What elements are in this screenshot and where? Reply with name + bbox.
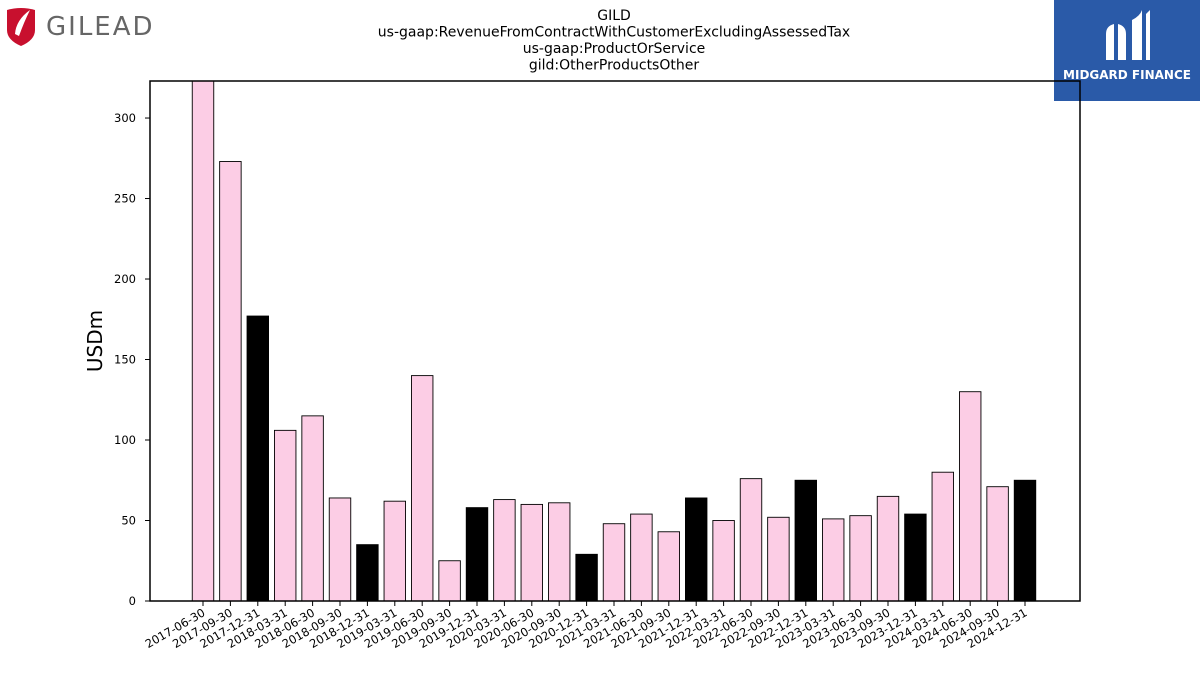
bar <box>767 516 790 602</box>
bar <box>493 499 516 602</box>
bar <box>301 415 324 602</box>
midgard-emblem-icon <box>1106 10 1150 60</box>
bar <box>959 391 982 602</box>
bar <box>685 497 708 602</box>
bar <box>712 520 735 602</box>
bar <box>904 513 927 602</box>
bar <box>657 531 680 602</box>
y-tick-label: 250 <box>114 192 136 206</box>
bar <box>520 503 543 602</box>
bar <box>246 315 270 602</box>
bar <box>739 478 763 602</box>
bar <box>328 497 352 602</box>
chart-title-line: us-gaap:RevenueFromContractWithCustomerE… <box>378 25 850 41</box>
bar <box>356 544 379 602</box>
bar <box>849 515 872 602</box>
gilead-leaf-icon <box>15 10 30 36</box>
bar <box>575 553 598 602</box>
plot-frame <box>149 80 1081 602</box>
bar <box>602 523 626 602</box>
bar <box>822 518 845 602</box>
bar <box>986 486 1009 602</box>
bar <box>630 513 653 602</box>
midgard-finance-logo: MIDGARD FINANCE <box>1054 0 1200 101</box>
bar <box>465 507 489 602</box>
chart-title-line: us-gaap:ProductOrService <box>523 41 706 57</box>
y-axis-label: USDm <box>83 310 107 372</box>
bars <box>191 80 1037 602</box>
bar <box>1013 479 1037 602</box>
midgard-wordmark: MIDGARD FINANCE <box>1063 68 1191 82</box>
bar <box>438 560 461 602</box>
x-axis: 2017-06-302017-09-302017-12-312018-03-31… <box>143 601 1030 651</box>
bar <box>931 471 954 602</box>
y-tick-label: 150 <box>114 353 136 367</box>
y-axis: 0 50 100 150 200 250 300 <box>114 111 150 608</box>
bar <box>548 502 571 602</box>
y-tick-label: 100 <box>114 433 136 447</box>
bar <box>274 429 297 602</box>
bar <box>191 80 215 602</box>
y-tick-label: 300 <box>114 111 136 125</box>
y-tick-label: 50 <box>121 514 136 528</box>
gilead-wordmark: GILEAD <box>46 12 155 42</box>
bar <box>794 479 817 602</box>
chart-title-line: gild:OtherProductsOther <box>529 58 699 74</box>
gilead-logo: GILEAD <box>4 4 164 48</box>
chart-title-line: GILD <box>597 8 631 24</box>
y-tick-label: 0 <box>129 594 136 608</box>
bar <box>383 500 406 602</box>
bar <box>219 161 242 602</box>
bar <box>876 495 900 602</box>
y-tick-label: 200 <box>114 272 136 286</box>
chart-title: GILDus-gaap:RevenueFromContractWithCusto… <box>378 8 850 74</box>
bar <box>411 375 434 602</box>
